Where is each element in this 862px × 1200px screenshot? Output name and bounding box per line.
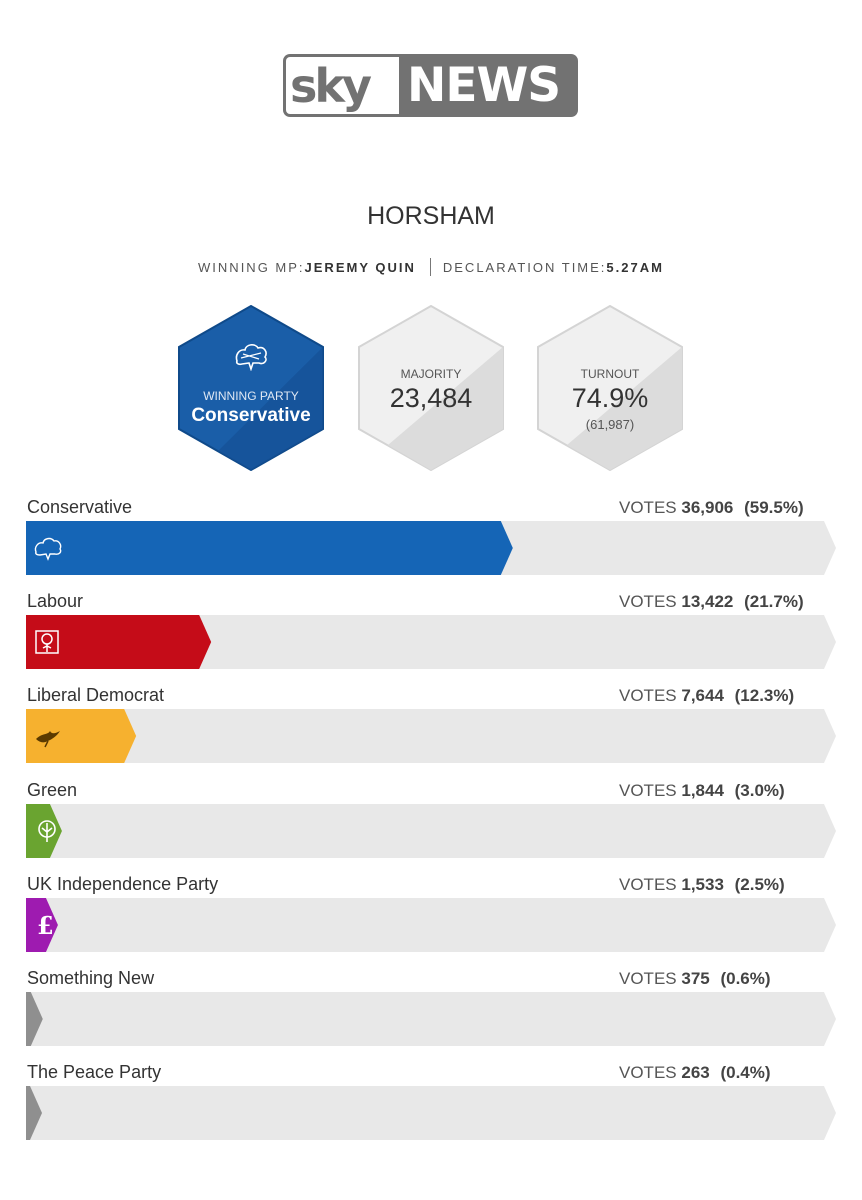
winning-party-hexagon: WINNING PARTY Conservative: [178, 305, 324, 471]
result-row: Labour VOTES 13,422 (21.7%): [26, 591, 836, 681]
party-votes: VOTES 1,844 (3.0%): [619, 781, 785, 801]
result-row: Something New VOTES 375 (0.6%): [26, 968, 836, 1058]
votes-percent: (3.0%): [734, 780, 785, 800]
labour-rose-icon: [35, 630, 59, 654]
meta-divider: [429, 258, 431, 276]
vote-bar-svg: [26, 615, 836, 670]
mp-value: JEREMY QUIN: [304, 260, 416, 275]
votes-count: 263: [681, 1063, 710, 1083]
votes-label: VOTES: [619, 874, 677, 894]
winning-party-value: Conservative: [191, 405, 311, 426]
logo-sky-text: sky: [290, 59, 372, 113]
vote-bar-track: [26, 709, 836, 764]
votes-percent: (12.3%): [734, 686, 795, 706]
party-votes: VOTES 375 (0.6%): [619, 969, 771, 989]
party-votes: VOTES 7,644 (12.3%): [619, 686, 794, 706]
mp-label: WINNING MP:: [198, 260, 305, 275]
party-name: Green: [27, 779, 78, 800]
votes-percent: (0.6%): [720, 969, 771, 988]
vote-bar-svg: [26, 992, 836, 1046]
vote-bar-track: [26, 992, 836, 1046]
conservative-tree-icon: [34, 537, 62, 561]
turnout-value: 74.9%: [571, 383, 649, 413]
votes-percent: (2.5%): [734, 874, 785, 894]
vote-bar-track: [26, 803, 836, 858]
votes-label: VOTES: [619, 498, 677, 517]
vote-bar: [26, 521, 513, 575]
vote-bar-track: [26, 615, 836, 670]
constituency-title: HORSHAM: [367, 202, 495, 230]
votes-percent: (21.7%): [744, 592, 804, 612]
vote-bar-svg: [26, 709, 836, 764]
votes-label: VOTES: [619, 780, 677, 800]
party-name: UK Independence Party: [27, 873, 219, 894]
result-row: Liberal Democrat VOTES 7,644 (12.3%): [26, 685, 836, 775]
vote-bar-track: £: [26, 897, 836, 952]
turnout-votes: (61,987): [585, 417, 635, 432]
logo-news-part: NEWS: [399, 54, 578, 117]
bar-background: [26, 992, 836, 1046]
party-name: The Peace Party: [27, 1062, 162, 1083]
party-name: Something New: [27, 968, 155, 988]
vote-bar: [26, 897, 58, 952]
vote-bar: [26, 1086, 42, 1141]
green-tree-icon: [38, 819, 56, 842]
result-row: The Peace Party VOTES 263 (0.4%): [26, 1062, 836, 1152]
party-votes: VOTES 263 (0.4%): [619, 1063, 771, 1083]
votes-label: VOTES: [619, 969, 677, 988]
logo-sky-part: sky: [283, 54, 399, 117]
libdem-bird-icon: [36, 731, 60, 748]
turnout-hexagon: TURNOUT 74.9% (61,987): [537, 305, 683, 471]
party-votes: VOTES 36,906 (59.5%): [619, 498, 804, 518]
votes-count: 1,844: [681, 780, 724, 800]
logo-news-text: NEWS: [407, 58, 561, 113]
declaration-value: 5.27AM: [606, 260, 664, 275]
conservative-tree-icon: [235, 344, 267, 371]
party-votes: VOTES 1,533 (2.5%): [619, 875, 785, 895]
turnout-label: TURNOUT: [580, 367, 640, 381]
vote-bar-svg: [26, 1086, 836, 1141]
votes-count: 7,644: [681, 686, 724, 706]
bar-background: [26, 803, 836, 858]
votes-label: VOTES: [619, 686, 677, 706]
svg-text:£: £: [37, 911, 54, 940]
votes-count: 1,533: [681, 874, 724, 894]
bar-background: [26, 1086, 836, 1141]
party-name: Liberal Democrat: [27, 685, 165, 706]
party-name: Conservative: [27, 497, 133, 517]
bar-background: [26, 897, 836, 952]
votes-label: VOTES: [619, 592, 677, 612]
party-name: Labour: [27, 591, 84, 612]
votes-percent: (0.4%): [720, 1063, 771, 1083]
vote-bar: [26, 615, 212, 670]
declaration-label: DECLARATION TIME:: [442, 260, 607, 275]
result-row: UK Independence Party VOTES 1,533 (2.5%) £: [26, 874, 836, 964]
vote-bar: [26, 709, 137, 764]
party-votes: VOTES 13,422 (21.7%): [619, 592, 804, 612]
votes-label: VOTES: [619, 1063, 677, 1083]
votes-count: 13,422: [681, 592, 734, 612]
bar-background: [26, 615, 836, 670]
result-row: Conservative VOTES 36,906 (59.5%): [26, 497, 836, 587]
vote-bar-track: [26, 1086, 836, 1141]
vote-bar-track: [26, 521, 836, 575]
majority-value: 23,484: [389, 383, 473, 413]
votes-percent: (59.5%): [744, 498, 804, 517]
votes-count: 36,906: [681, 498, 734, 517]
ukip-pound-icon: £: [37, 911, 54, 940]
sky-news-logo: sky NEWS: [283, 54, 578, 117]
vote-bar: [26, 803, 62, 858]
vote-bar-svg: £: [26, 897, 836, 952]
winning-party-label: WINNING PARTY: [203, 389, 299, 403]
vote-bar-svg: [26, 803, 836, 858]
result-meta: WINNING MP:JEREMY QUIN DECLARATION TIME:5…: [0, 258, 862, 276]
majority-label: MAJORITY: [400, 367, 462, 381]
vote-bar-svg: [26, 521, 836, 575]
vote-bar: [26, 992, 43, 1046]
majority-hexagon: MAJORITY 23,484: [358, 305, 504, 471]
result-row: Green VOTES 1,844 (3.0%): [26, 780, 836, 870]
bar-background: [26, 709, 836, 764]
votes-count: 375: [681, 969, 710, 988]
